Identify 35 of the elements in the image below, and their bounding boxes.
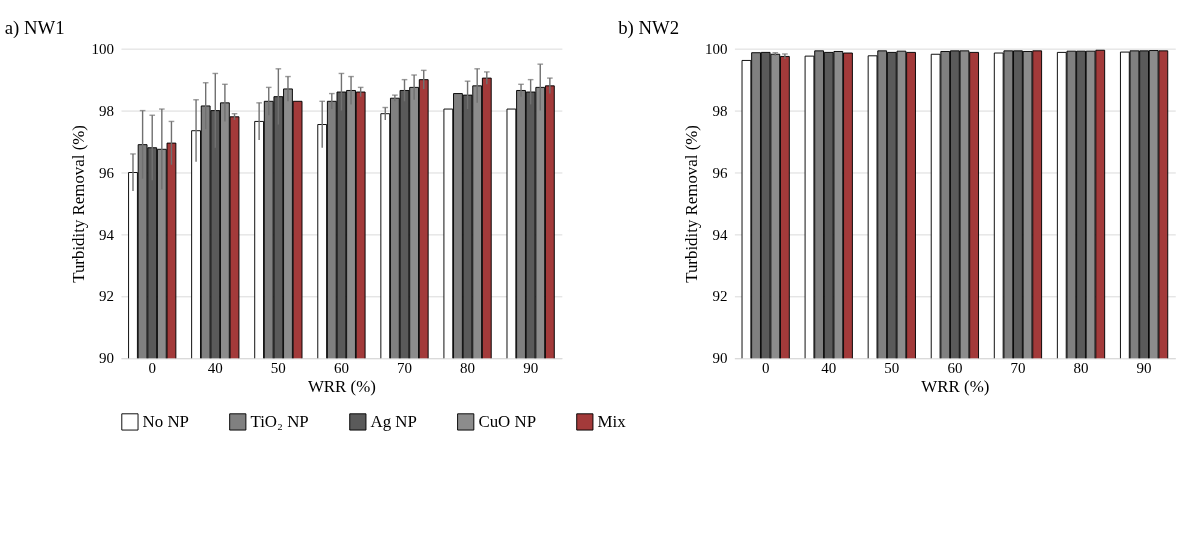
x-tick-label: 90 <box>523 359 539 376</box>
x-axis-title: WRR (%) <box>921 377 990 397</box>
x-tick-label: 0 <box>148 359 156 376</box>
x-tick-label: 50 <box>884 359 900 376</box>
x-tick-label: 80 <box>1073 359 1089 376</box>
x-tick-label: 80 <box>460 359 476 376</box>
x-tick-label: 60 <box>947 359 963 376</box>
y-axis-title: Turbidity Removal (%) <box>68 125 88 283</box>
x-tick-label: 50 <box>270 359 286 376</box>
x-tick-label: 70 <box>1010 359 1026 376</box>
y-tick-label: 100 <box>704 40 728 57</box>
x-axis-title: WRR (%) <box>307 377 376 397</box>
y-tick-label: 94 <box>98 226 115 243</box>
x-tick-label: 0 <box>761 359 770 376</box>
y-axis-title: Turbidity Removal (%) <box>682 125 702 283</box>
y-tick-label: 92 <box>712 288 728 305</box>
chart-title: b) NW2 <box>618 16 680 39</box>
y-tick-label: 92 <box>98 288 114 305</box>
y-tick-label: 98 <box>98 102 114 119</box>
y-tick-label: 100 <box>91 40 114 57</box>
chart-title: a) NW1 <box>4 16 65 39</box>
legend-label: CuO NP <box>478 411 537 431</box>
y-tick-label: 96 <box>98 164 115 181</box>
x-tick-label: 60 <box>333 359 349 376</box>
legend-label: No NP <box>142 411 189 431</box>
x-tick-label: 70 <box>397 359 412 376</box>
legend-label: Mix <box>597 411 627 431</box>
y-tick-label: 94 <box>712 226 728 243</box>
x-tick-label: 90 <box>1136 359 1152 376</box>
legend-label: Ag NP <box>370 411 417 431</box>
y-tick-label: 98 <box>712 102 728 119</box>
x-tick-label: 40 <box>821 359 837 376</box>
y-tick-label: 96 <box>712 164 728 181</box>
legend-label: TiO₂ NP <box>250 411 309 431</box>
x-tick-label: 40 <box>207 359 223 376</box>
